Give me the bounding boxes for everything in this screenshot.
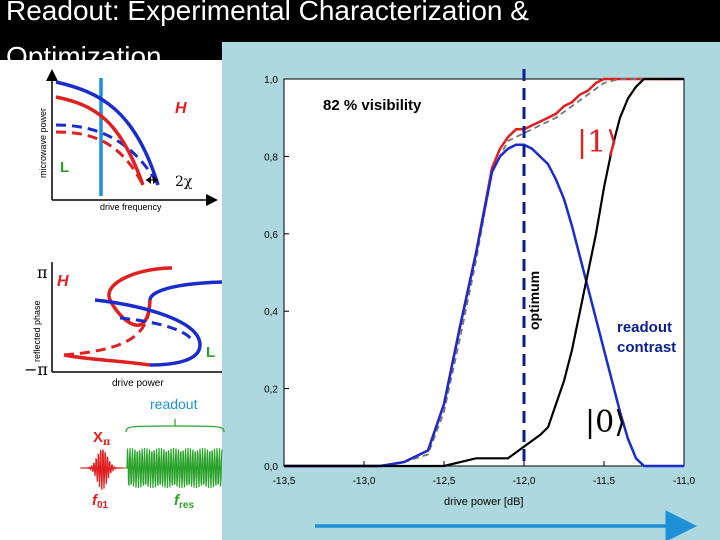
freq-label-h: H	[175, 100, 187, 117]
freq-plot-xlabel: drive frequency	[100, 202, 162, 212]
fres-label: fres	[174, 492, 194, 511]
phase-plot: reflected phase π −π drive power H L	[24, 262, 223, 389]
readout-bracket	[125, 425, 225, 433]
chart-y-tick-label: 0,6	[264, 230, 278, 241]
chart-x-tick-label: -12,0	[513, 476, 536, 487]
phase-tick-pi: π	[37, 263, 48, 282]
chart-x-tick-label: -12,5	[433, 476, 456, 487]
phase-tick-minus-pi: −π	[24, 360, 48, 379]
phase-plot-xlabel: drive power	[112, 378, 164, 389]
chart-y-tick-label: 0,4	[264, 307, 278, 318]
f01-label: f01	[92, 492, 109, 511]
chart-xlabel: drive power [dB]	[444, 496, 523, 508]
chi-label: 2χ	[175, 174, 193, 190]
phase-curve-blue-solid	[94, 298, 202, 367]
series-line-black	[284, 77, 684, 468]
chart-x-tick-label: -11,0	[673, 476, 695, 487]
visibility-label: 82 % visibility	[323, 97, 422, 114]
phase-label-l: L	[206, 344, 215, 361]
freq-plot-ylabel: microwave power	[38, 108, 48, 178]
readout-pulse-waveform	[126, 447, 223, 489]
chi-arrow-heads	[146, 176, 158, 184]
optimum-label: optimum	[526, 271, 542, 330]
slide-title: Readout: Experimental Characterization &…	[6, 0, 529, 72]
phase-curve-red-solid	[107, 266, 173, 327]
readout-contrast-line1: readout	[617, 319, 672, 336]
chart-x-tick-label: -11,5	[593, 476, 615, 487]
main-chart: 0,0 0,2 0,4 0,6 0,8 1,0 -13,5 -13,0 -12,5 -12,0 -…	[264, 69, 695, 508]
freq-curve-red-dashed	[55, 130, 145, 186]
series-line-blue	[284, 143, 684, 468]
chart-series	[284, 77, 684, 468]
freq-curve-blue-solid	[55, 80, 160, 186]
phase-curve-red-lower	[63, 353, 151, 367]
readout-contrast-line2: contrast	[617, 339, 676, 356]
pulse-sequence: readout Xπ f01 fres	[80, 396, 225, 511]
frequency-plot: microwave power drive frequency H L 2χ	[38, 69, 218, 212]
chart-y-ticks: 0,0 0,2 0,4 0,6 0,8 1,0	[264, 75, 289, 473]
readout-label: readout	[150, 396, 198, 412]
phase-plot-ylabel: reflected phase	[32, 300, 42, 362]
phase-curve-blue-dashed	[119, 316, 194, 341]
chart-x-tick-label: -13,5	[273, 476, 296, 487]
freq-curve-red-solid	[55, 95, 145, 186]
phase-curve-red-dashed	[63, 299, 152, 357]
chart-y-tick-label: 0,8	[264, 152, 278, 163]
freq-curve-blue-dashed	[55, 123, 160, 186]
chart-y-tick-label: 1,0	[264, 75, 278, 86]
phase-label-h: H	[57, 273, 69, 290]
state-one-label: |1⟩	[577, 125, 618, 160]
chart-y-tick-label: 0,2	[264, 385, 278, 396]
chart-y-tick-label: 0,0	[264, 462, 278, 473]
series-line-red-dashed	[284, 78, 684, 467]
x-pi-label: Xπ	[93, 429, 110, 448]
phase-curve-blue-upper	[148, 280, 223, 301]
chart-x-tick-label: -13,0	[353, 476, 376, 487]
state-zero-label: |0⟩	[585, 405, 626, 440]
pi-pulse-waveform	[82, 449, 123, 490]
freq-label-l: L	[60, 159, 69, 176]
